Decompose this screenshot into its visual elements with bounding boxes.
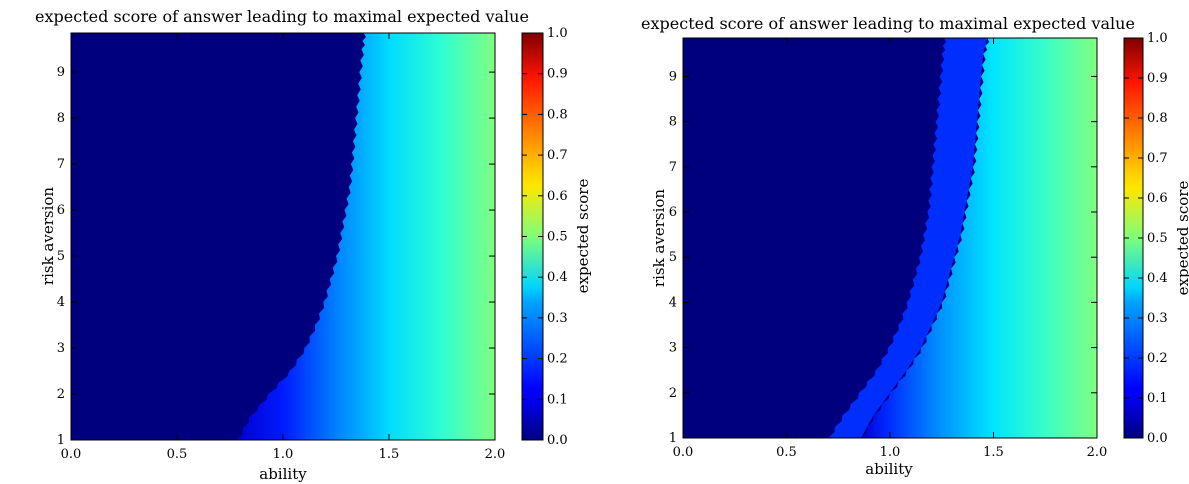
colorbar-tick-label: 0.8: [1147, 111, 1168, 126]
colorbar-tick-label: 0.9: [547, 67, 568, 82]
x-axis-label: ability: [865, 460, 913, 478]
colorbar-tick-label: 0.8: [547, 107, 568, 122]
colorbar-tick-label: 0.9: [1147, 71, 1168, 86]
colorbar-tick-label: 0.4: [547, 270, 568, 285]
y-tick-label: 8: [57, 111, 65, 126]
colorbar-tick-label: 0.2: [547, 352, 568, 367]
y-tick-label: 3: [57, 341, 65, 356]
x-ticks: 0.0 0.5 1.0 1.5 2.0: [673, 38, 1108, 460]
y-tick-label: 9: [669, 69, 677, 84]
x-tick-label: 1.0: [880, 445, 901, 460]
y-tick-label: 1: [669, 431, 677, 446]
y-tick-label: 3: [669, 341, 677, 356]
colorbar-tick-label: 0.3: [1147, 311, 1168, 326]
x-tick-label: 0.5: [776, 445, 797, 460]
colorbar-label: expected score: [574, 179, 592, 294]
heatmap-area: [71, 33, 496, 440]
colorbar-tick-label: 0.7: [547, 148, 568, 163]
value-band: [236, 33, 496, 440]
x-tick-label: 1.5: [379, 447, 400, 462]
y-tick-label: 2: [57, 387, 65, 402]
x-tick-label: 1.0: [273, 447, 294, 462]
y-tick-label: 6: [57, 203, 65, 218]
y-tick-label: 6: [669, 205, 677, 220]
x-tick-label: 0.0: [61, 447, 82, 462]
colorbar-tick-label: 0.5: [1147, 231, 1168, 246]
x-ticks: 0.0 0.5 1.0 1.5 2.0: [61, 33, 506, 462]
y-tick-label: 4: [57, 295, 65, 310]
y-tick-label: 8: [669, 115, 677, 130]
y-tick-label: 9: [57, 65, 65, 80]
colorbar: 0.0 0.1 0.2 0.3 0.4 0.5 0.6 0.7 0.8 0.9 1.0 expect…: [521, 26, 592, 448]
chart-left: expected score of answer leading to maxi…: [35, 7, 592, 483]
colorbar-tick-label: 0.6: [547, 189, 568, 204]
colorbar-tick-label: 0.1: [1147, 391, 1168, 406]
x-axis-label: ability: [259, 465, 307, 483]
colorbar-tick-label: 0.2: [1147, 351, 1168, 366]
x-tick-label: 2.0: [485, 447, 506, 462]
boundary-group: [236, 33, 496, 440]
y-tick-label: 7: [669, 160, 677, 175]
heatmap-area: [683, 38, 1097, 438]
y-tick-label: 4: [669, 295, 677, 310]
colorbar: 0.0 0.1 0.2 0.3 0.4 0.5 0.6 0.7 0.8 0.9 1.0 expect…: [1123, 31, 1189, 446]
chart-title: expected score of answer leading to maxi…: [35, 7, 529, 26]
x-tick-label: 2.0: [1087, 445, 1108, 460]
value-band: [861, 38, 1097, 438]
colorbar-ticks: 0.0 0.1 0.2 0.3 0.4 0.5 0.6 0.7 0.8 0.9 1.0: [1124, 31, 1168, 446]
y-tick-label: 7: [57, 157, 65, 172]
colorbar-tick-label: 1.0: [1147, 31, 1168, 46]
colorbar-tick-label: 0.7: [1147, 151, 1168, 166]
chart-title: expected score of answer leading to maxi…: [641, 14, 1135, 33]
y-ticks: 1 2 3 4 5 6 7 8 9: [57, 65, 495, 448]
value-band: [827, 38, 988, 438]
y-tick-label: 5: [669, 250, 677, 265]
colorbar-tick-label: 0.6: [1147, 191, 1168, 206]
y-tick-label: 5: [57, 249, 65, 264]
x-tick-label: 0.0: [673, 445, 694, 460]
colorbar-label: expected score: [1174, 181, 1189, 296]
colorbar-tick-label: 1.0: [547, 26, 568, 41]
colorbar-tick-label: 0.0: [547, 433, 568, 448]
y-tick-label: 2: [669, 386, 677, 401]
boundary-group: [827, 38, 1097, 438]
x-tick-label: 0.5: [167, 447, 188, 462]
x-tick-label: 1.5: [983, 445, 1004, 460]
y-axis-label: risk aversion: [39, 187, 57, 286]
colorbar-tick-label: 0.0: [1147, 431, 1168, 446]
colorbar-tick-label: 0.3: [547, 311, 568, 326]
colorbar-tick-label: 0.4: [1147, 271, 1168, 286]
colorbar-tick-label: 0.1: [547, 392, 568, 407]
y-ticks: 1 2 3 4 5 6 7 8 9: [669, 69, 1097, 446]
colorbar-tick-label: 0.5: [547, 230, 568, 245]
y-axis-label: risk aversion: [650, 189, 668, 288]
chart-right: expected score of answer leading to maxi…: [641, 14, 1189, 478]
y-tick-label: 1: [57, 433, 65, 448]
colorbar-ticks: 0.0 0.1 0.2 0.3 0.4 0.5 0.6 0.7 0.8 0.9 1.0: [522, 26, 568, 448]
